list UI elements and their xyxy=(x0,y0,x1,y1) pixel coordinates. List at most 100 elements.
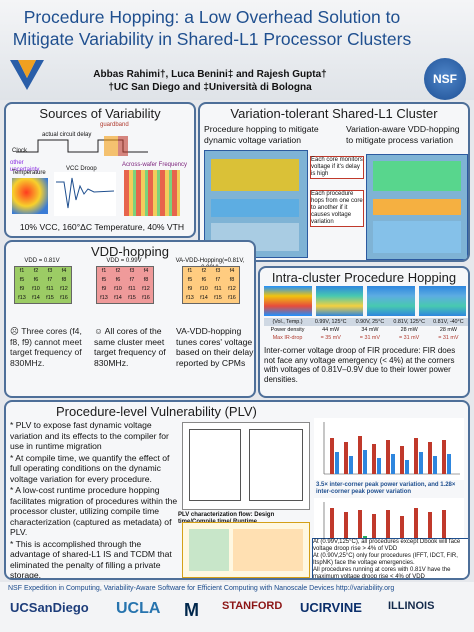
grid-cell: f8 xyxy=(61,277,67,283)
table-cell: 28 mW xyxy=(439,327,457,333)
grid-cell: f5 xyxy=(19,277,25,283)
peak-power-chart xyxy=(314,418,464,480)
footer-logo-michigan: M xyxy=(184,600,199,620)
plv-bullet: * PLV to expose fast dynamic voltage var… xyxy=(10,420,169,451)
tolerant-title: Variation-tolerant Shared-L1 Cluster xyxy=(230,106,438,121)
grid-cell: f4 xyxy=(229,268,235,274)
tolerant-right-caption: Variation-aware VDD-hopping to mitigate … xyxy=(346,124,460,145)
cluster-architecture-diagram xyxy=(182,422,310,510)
table-cell: 0.99V, 125°C xyxy=(314,319,347,325)
intra-table: (Vol., Temp.) 0.99V, 125°C 0.90V, 25°C 0.81… xyxy=(264,318,468,342)
footer-logo-stanford: STANFORD xyxy=(222,600,283,612)
other-label: other uncertainty xyxy=(10,160,40,173)
grid-cell: f11 xyxy=(128,286,136,292)
grid-cell: f8 xyxy=(143,277,149,283)
grid-cell: f13 xyxy=(186,295,194,301)
plv-note: At (0.90V,25°C) only four procedures (IF… xyxy=(313,553,458,566)
vdd-grid-3: f1 f2 f3 f4 f5 f6 f7 f8 f9 f10 f11 f12 f13 f14 f15 f16 xyxy=(182,266,240,304)
grid-cell: f14 xyxy=(114,295,122,301)
plv-note: At (0.99V,125°C), all procedures except … xyxy=(313,539,461,552)
delay-label: actual circuit delay xyxy=(42,132,92,138)
grid-cell: f4 xyxy=(61,268,67,274)
grid-cell: f11 xyxy=(46,286,54,292)
authors: Abbas Rahimi†, Luca Benini‡ and Rajesh G… xyxy=(60,68,360,94)
plv-panel: Procedure-level Vulnerability (PLV) * PL… xyxy=(4,400,470,580)
grid-cell: f3 xyxy=(129,268,135,274)
grid-cell: f13 xyxy=(100,295,108,301)
plv-bullet: * A low-cost runtime procedure hopping f… xyxy=(10,485,178,537)
grid-cell: f12 xyxy=(228,286,236,292)
variability-logo-icon xyxy=(10,60,44,90)
table-cell: (Vol., Temp.) xyxy=(272,319,303,325)
temperature-map xyxy=(12,178,48,214)
tolerant-left-caption: Procedure hopping to mitigate dynamic vo… xyxy=(204,124,319,145)
chart1-caption: 3.5× inter-corner peak power variation, … xyxy=(316,482,456,495)
grid-cell: f3 xyxy=(47,268,53,274)
footer-logo-uci: UCIRVINE xyxy=(300,600,362,615)
note-monitor: Each core monitors voltage if it's delay… xyxy=(310,156,364,179)
table-cell: 34 mW xyxy=(361,327,379,333)
grid-cell: f11 xyxy=(214,286,222,292)
grid-cell: f16 xyxy=(228,295,236,301)
grid-cell: f1 xyxy=(19,268,25,274)
footer-line: NSF Expedition in Computing, Variability… xyxy=(8,585,395,592)
cluster-right-diagram xyxy=(366,154,468,260)
header: Procedure Hopping: a Low Overhead Soluti… xyxy=(0,0,474,100)
grid-cell: f8 xyxy=(229,277,235,283)
intra-title: Intra-cluster Procedure Hopping xyxy=(271,270,457,285)
grid-cell: f12 xyxy=(142,286,150,292)
table-cell: 0.81V, 125°C xyxy=(393,319,425,325)
grid-cell: f9 xyxy=(101,286,107,292)
grid-cell: f10 xyxy=(32,286,40,292)
clock-waveform-icon xyxy=(16,136,148,156)
grid-cell: f13 xyxy=(18,295,26,301)
grid-cell: f6 xyxy=(115,277,121,283)
footer-logo-illinois: ILLINOIS xyxy=(388,600,435,612)
footer: NSF Expedition in Computing, Variability… xyxy=(0,582,474,632)
grid-cell: f1 xyxy=(101,268,107,274)
vcc-droop-label: VCC Droop xyxy=(66,166,97,172)
grid-cell: f3 xyxy=(215,268,221,274)
grid-cell: f9 xyxy=(187,286,193,292)
plv-bullets: * PLV to expose fast dynamic voltage var… xyxy=(10,420,178,580)
grid-cell: f4 xyxy=(143,268,149,274)
intra-caption: Inter-corner voltage droop of FIR proced… xyxy=(264,346,456,384)
grid-cell: f5 xyxy=(187,277,193,283)
grid-cell: f5 xyxy=(101,277,107,283)
grid-cell: f15 xyxy=(214,295,222,301)
vdd-col3: VA-VDD-hopping tunes cores' voltage base… xyxy=(176,326,254,368)
table-cell: = 31 mV xyxy=(438,335,459,341)
plv-note: All procedures running at cores with 0.8… xyxy=(313,567,451,580)
grid-cell: f2 xyxy=(115,268,121,274)
table-cell: = 35 mV xyxy=(320,335,341,341)
grid-cell: f10 xyxy=(200,286,208,292)
grid-cell: f6 xyxy=(201,277,207,283)
vdd-col1: ☹ Three cores (f4, f8, f9) cannot meet t… xyxy=(10,326,82,368)
grid1-header: VDD = 0.81V xyxy=(24,258,60,264)
vdd-grid-1: f1 f2 f3 f4 f5 f6 f7 f8 f9 f10 f11 f12 f13 f14 f15 f16 xyxy=(14,266,72,304)
nsf-logo-icon: NSF xyxy=(424,58,466,100)
table-cell: Power density xyxy=(270,327,305,333)
vdd-grid-2: f1 f2 f3 f4 f5 f6 f7 f8 f9 f10 f11 f12 f13 f14 f15 f16 xyxy=(96,266,154,304)
grid-cell: f12 xyxy=(60,286,68,292)
wafer-label: Across-wafer Frequency xyxy=(122,162,188,168)
sources-panel: Sources of Variability guardband actual … xyxy=(4,102,196,238)
plv-title: Procedure-level Vulnerability (PLV) xyxy=(56,404,257,419)
plv-bullet: * This is accomplished through the advan… xyxy=(10,538,172,580)
sources-title: Sources of Variability xyxy=(39,106,161,121)
table-cell: = 31 mV xyxy=(399,335,420,341)
grid-cell: f15 xyxy=(46,295,54,301)
ir-drop-maps xyxy=(264,286,466,316)
table-cell: = 31 mV xyxy=(359,335,381,341)
grid-cell: f2 xyxy=(33,268,39,274)
table-cell: Max IR-drop xyxy=(272,335,303,341)
grid-cell: f7 xyxy=(129,277,135,283)
intra-panel: Intra-cluster Procedure Hopping (Vol., T… xyxy=(258,266,470,398)
table-cell: 0.81V, -40°C xyxy=(433,319,464,325)
guardband-label: guardband xyxy=(100,122,129,128)
vdd-title: VDD-hopping xyxy=(90,244,170,259)
authors-names: Abbas Rahimi†, Luca Benini‡ and Rajesh G… xyxy=(93,69,327,80)
plv-bullet: * At compile time, we quantify the effec… xyxy=(10,452,170,484)
vdd-col2: ☺ All cores of the same cluster meet tar… xyxy=(94,326,166,368)
grid-cell: f15 xyxy=(128,295,136,301)
